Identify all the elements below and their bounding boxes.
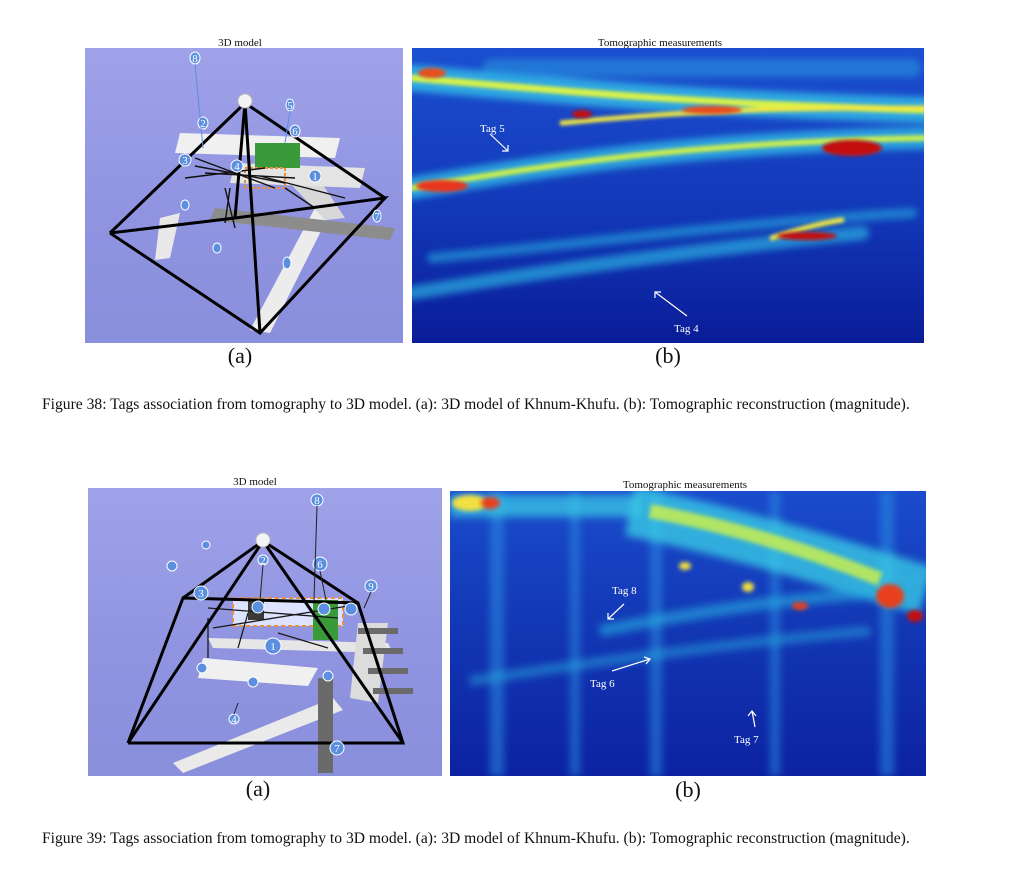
fig39-model-tag: 9 bbox=[368, 581, 374, 593]
fig38-model-title: 3D model bbox=[218, 37, 262, 49]
fig39-label-a: (a) bbox=[245, 776, 271, 801]
fig38-caption: Figure 38: Tags association from tomogra… bbox=[42, 396, 910, 413]
fig39-model-tag: 4 bbox=[231, 714, 237, 726]
fig39-model-tag: 6 bbox=[317, 559, 323, 571]
fig38-tomo-tag-4: Tag 4 bbox=[674, 323, 699, 335]
fig38-model-tag: 8 bbox=[192, 53, 198, 65]
fig39-caption: Figure 39: Tags association from tomogra… bbox=[42, 830, 910, 847]
fig39-model-tag: 2 bbox=[260, 555, 266, 567]
fig39-tomo-tag-8: Tag 8 bbox=[612, 585, 637, 597]
fig39-label-b: (b) bbox=[675, 777, 701, 802]
fig38-label-a: (a) bbox=[227, 343, 253, 368]
fig39-tomography-image: Tag 8 Tag 6 Tag 7 bbox=[450, 491, 926, 776]
fig39-model-tag: 3 bbox=[198, 588, 204, 600]
fig39-3d-model-image: 8 2 3 6 9 1 4 7 bbox=[88, 488, 442, 776]
fig39-tomo-tag-6: Tag 6 bbox=[590, 678, 615, 690]
fig38-tomography-image: Tag 5 Tag 4 bbox=[412, 48, 924, 343]
fig38-label-b: (b) bbox=[655, 343, 681, 368]
fig38-tomo-title: Tomographic measurements bbox=[597, 37, 723, 49]
fig38-model-tag: 4 bbox=[234, 161, 240, 173]
fig38-tomo-tag-5: Tag 5 bbox=[480, 123, 505, 135]
fig38-model-tag: 7 bbox=[374, 211, 380, 223]
fig39-model-tag: 7 bbox=[334, 743, 340, 755]
fig39-tomo-tag-7: Tag 7 bbox=[734, 734, 759, 746]
fig39-model-tag: 8 bbox=[314, 495, 320, 507]
fig38-model-tag: 2 bbox=[200, 118, 206, 130]
fig39-model-title: 3D model bbox=[233, 476, 277, 488]
fig38-model-tag: 5 bbox=[287, 100, 293, 112]
fig38-model-tag: 1 bbox=[312, 171, 318, 183]
fig38-3d-model-image: 8 1 2 3 4 5 6 7 bbox=[85, 48, 403, 343]
fig38-model-tag: 3 bbox=[182, 155, 188, 167]
fig39-tomo-title: Tomographic measurements bbox=[622, 479, 748, 491]
fig39-model-tag: 1 bbox=[270, 641, 276, 653]
fig38-model-tag: 6 bbox=[292, 126, 298, 138]
